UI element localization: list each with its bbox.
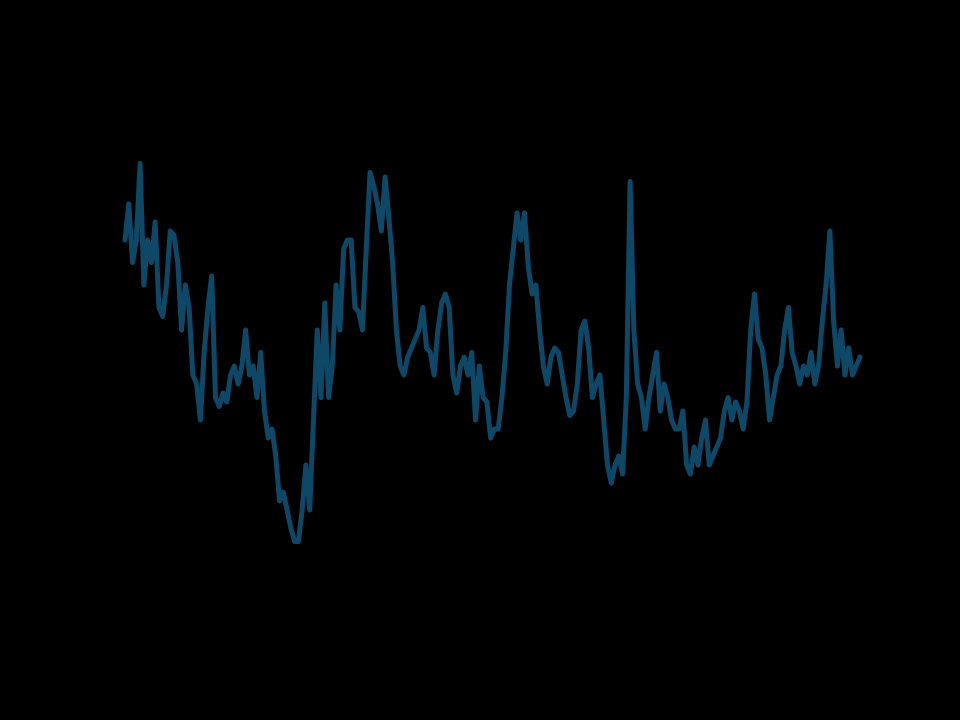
- series-layer: [122, 161, 863, 544]
- series-line: [122, 161, 863, 544]
